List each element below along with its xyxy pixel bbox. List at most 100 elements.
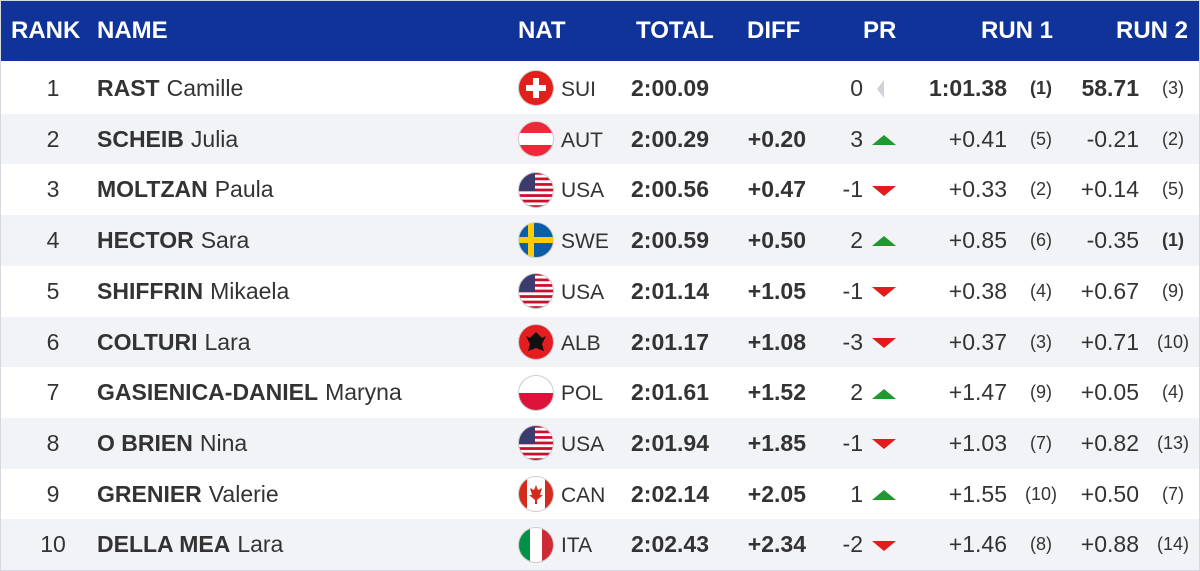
athlete-name: SCHEIB Julia — [97, 114, 238, 165]
total-time: 2:02.14 — [631, 480, 710, 507]
flag-part — [518, 278, 554, 282]
result-row: 3 MOLTZAN Paula USA 2:00.56 +0.47 -1 +0.33 (2) +0… — [1, 164, 1199, 216]
flag-part — [518, 273, 554, 277]
column-header: TOTAL — [636, 17, 714, 44]
time-diff: +2.05 — [747, 480, 806, 507]
rank: 6 — [46, 328, 60, 355]
run1-rank: (1) — [1030, 78, 1052, 98]
flag-part — [518, 458, 554, 461]
flag-part — [518, 191, 554, 194]
run2-rank: (13) — [1156, 432, 1189, 453]
time-diff: +2.34 — [747, 531, 806, 558]
position-change: -3 — [842, 328, 863, 355]
run1-rank: (8) — [1030, 534, 1052, 555]
run2-time: 58.71 — [1081, 75, 1139, 101]
surname: RAST — [97, 75, 160, 101]
run2-rank: (7) — [1162, 483, 1184, 504]
result-row: 10 DELLA MEA Lara ITA 2:02.43 +2.34 -2 +1.46 (8)… — [1, 519, 1199, 570]
trend-arrow-shape — [872, 135, 896, 146]
flag — [518, 222, 554, 259]
flag-part — [518, 289, 554, 293]
column-header: NAT — [518, 17, 566, 44]
trend-arrow — [872, 236, 896, 247]
run2-rank: (14) — [1156, 534, 1189, 555]
flag-part — [518, 284, 554, 288]
flag-part — [518, 204, 554, 208]
flag-part — [518, 202, 554, 206]
flag-part — [518, 199, 554, 203]
total-time: 2:02.43 — [631, 531, 710, 558]
flag-part — [518, 185, 554, 189]
run1-time: +0.37 — [948, 328, 1007, 355]
flag-part — [518, 177, 554, 181]
flag-part — [518, 425, 554, 461]
trend-arrow-shape — [872, 337, 896, 348]
first-name: Lara — [237, 531, 284, 558]
column-header: RUN 1 — [980, 17, 1053, 44]
position-change: -1 — [842, 277, 863, 304]
result-row: 4 HECTOR Sara SWE 2:00.59 +0.50 2 +0.85 (6) -0.35… — [1, 215, 1199, 266]
trend-arrow — [872, 540, 896, 551]
trend-arrow — [872, 388, 896, 399]
flag-part — [518, 375, 554, 411]
rank: 8 — [46, 429, 60, 456]
trend-arrow — [872, 185, 896, 196]
first-name: Sara — [200, 227, 250, 254]
flag-part — [518, 444, 554, 448]
flag-part — [518, 452, 554, 456]
flag-part — [518, 526, 554, 563]
flag-part — [518, 476, 554, 512]
flag-part — [518, 455, 554, 459]
surname: O BRIEN — [97, 429, 193, 456]
column-header: RANK — [11, 17, 81, 44]
nation: SWE — [561, 230, 609, 254]
first-name: Maryna — [325, 379, 402, 406]
flag-part — [518, 193, 554, 197]
run1-rank: (3) — [1030, 331, 1052, 352]
run1-rank: (4) — [1030, 280, 1052, 301]
run2-rank: (1) — [1162, 230, 1184, 251]
position-change: 1 — [850, 480, 863, 507]
run2-time: +0.67 — [1080, 277, 1139, 304]
flag — [518, 475, 554, 512]
run2-time: +0.05 — [1080, 379, 1139, 406]
nation: ALB — [561, 331, 601, 355]
trend-arrow — [877, 80, 884, 99]
run2-time: -0.35 — [1086, 227, 1139, 254]
flag-part — [518, 428, 554, 431]
flag-part — [518, 273, 554, 310]
flag-part — [518, 273, 554, 309]
column-header: NAME — [97, 17, 168, 44]
flag-part — [529, 484, 543, 504]
total-time: 2:00.29 — [631, 125, 710, 152]
run2-rank: (10) — [1156, 331, 1189, 352]
athlete-name: GRENIER Valerie — [97, 469, 279, 520]
rank: 3 — [46, 176, 60, 203]
flag-part — [518, 392, 554, 411]
run2-rank: (9) — [1162, 280, 1184, 301]
run2-rank: (2) — [1162, 128, 1184, 149]
position-change: 2 — [850, 379, 863, 406]
total-time: 2:01.94 — [631, 429, 710, 456]
first-name: Nina — [199, 429, 248, 456]
rank: 2 — [46, 125, 60, 152]
flag-part — [526, 85, 546, 92]
total-time: 2:00.09 — [631, 75, 710, 101]
run2-time: +0.82 — [1080, 429, 1139, 456]
time-diff: +0.50 — [747, 227, 806, 254]
run1-time: +0.85 — [948, 227, 1007, 254]
flag — [518, 70, 554, 107]
run2-rank: (5) — [1162, 179, 1184, 200]
flag-part — [518, 275, 554, 279]
run1-time: 1:01.38 — [928, 75, 1007, 101]
flag-part — [518, 174, 554, 178]
flag-part — [518, 70, 554, 106]
run1-rank: (7) — [1030, 432, 1052, 453]
flag-part — [518, 196, 554, 200]
result-row: 2 SCHEIB Julia AUT 2:00.29 +0.20 3 +0.41 (5) -0.2… — [1, 113, 1199, 165]
flag-part — [518, 237, 554, 244]
flag-part — [518, 133, 554, 146]
run1-rank: (2) — [1030, 179, 1052, 200]
flag — [518, 171, 554, 208]
